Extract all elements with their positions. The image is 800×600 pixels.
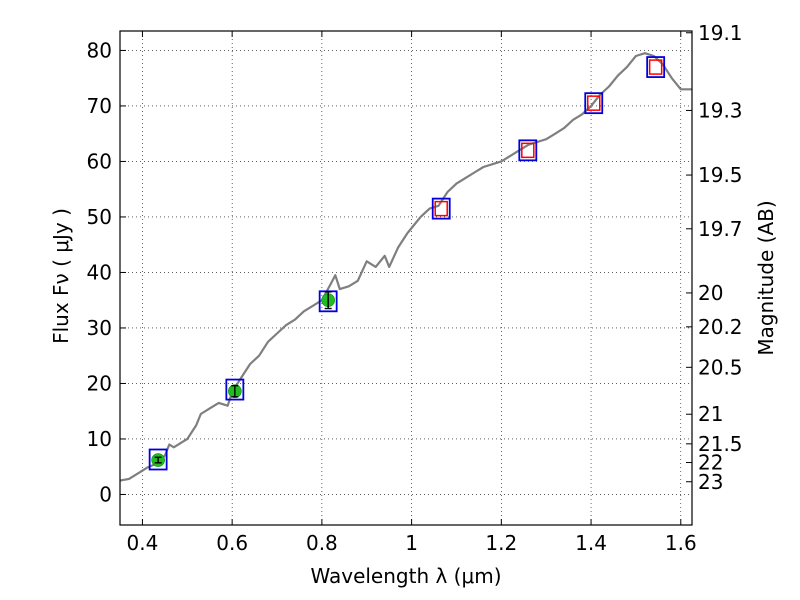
y2-tick-label: 20: [698, 281, 723, 305]
y-tick-label: 30: [87, 316, 112, 340]
model-box-marker: [148, 448, 168, 471]
y2-tick-label: 20.5: [698, 355, 743, 379]
x-tick-label: 1: [405, 531, 418, 555]
y2-tick-label: 19.7: [698, 217, 743, 241]
ticks-layer: 0.4 0.6 0.8 1 1.2 1.4 1.6 0 10 20 30 40 50 60 70 80 19.1…: [87, 21, 743, 555]
y-tick-label: 40: [87, 260, 112, 284]
x-axis-label: Wavelength λ (μm): [310, 564, 501, 588]
x-tick-label: 0.4: [127, 531, 159, 555]
model-box-marker: [584, 92, 604, 115]
x-tick-label: 1.6: [665, 531, 697, 555]
model-inner-marker: [434, 200, 448, 217]
model-box-marker: [225, 378, 245, 401]
y-tick-label: 70: [87, 94, 112, 118]
plot-frame: [119, 30, 693, 526]
y2-tick-label: 21.5: [698, 432, 743, 456]
y2-tick-label: 20.2: [698, 315, 743, 339]
y2-tick-label: 22: [698, 451, 723, 475]
y-axis-label: Flux Fν ( μJy ): [49, 208, 73, 344]
x-tick-label: 0.8: [306, 531, 338, 555]
markers-layer: [148, 56, 666, 471]
x-tick-label: 1.4: [575, 531, 607, 555]
y2-tick-label: 19.3: [698, 98, 743, 122]
y2-tick-label: 19.1: [698, 21, 743, 45]
model-inner-marker: [521, 142, 535, 159]
model-box-marker: [431, 197, 451, 220]
model-box-marker: [646, 56, 666, 78]
y-tick-label: 80: [87, 38, 112, 62]
y-tick-label: 10: [87, 427, 112, 451]
x-tick-label: 1.2: [485, 531, 517, 555]
y-tick-label: 20: [87, 371, 112, 395]
y2-axis-label: Magnitude (AB): [754, 200, 778, 355]
y2-tick-label: 23: [698, 470, 723, 494]
y-tick-label: 50: [87, 205, 112, 229]
y2-tick-label: 19.5: [698, 163, 743, 187]
grid: [120, 31, 692, 525]
model-box-marker: [518, 139, 538, 162]
y2-tick-label: 21: [698, 402, 723, 426]
x-tick-label: 0.6: [216, 531, 248, 555]
model-inner-marker: [587, 95, 601, 111]
y-tick-label: 60: [87, 149, 112, 173]
model-inner-marker: [648, 59, 663, 75]
y-tick-label: 0: [99, 482, 112, 506]
